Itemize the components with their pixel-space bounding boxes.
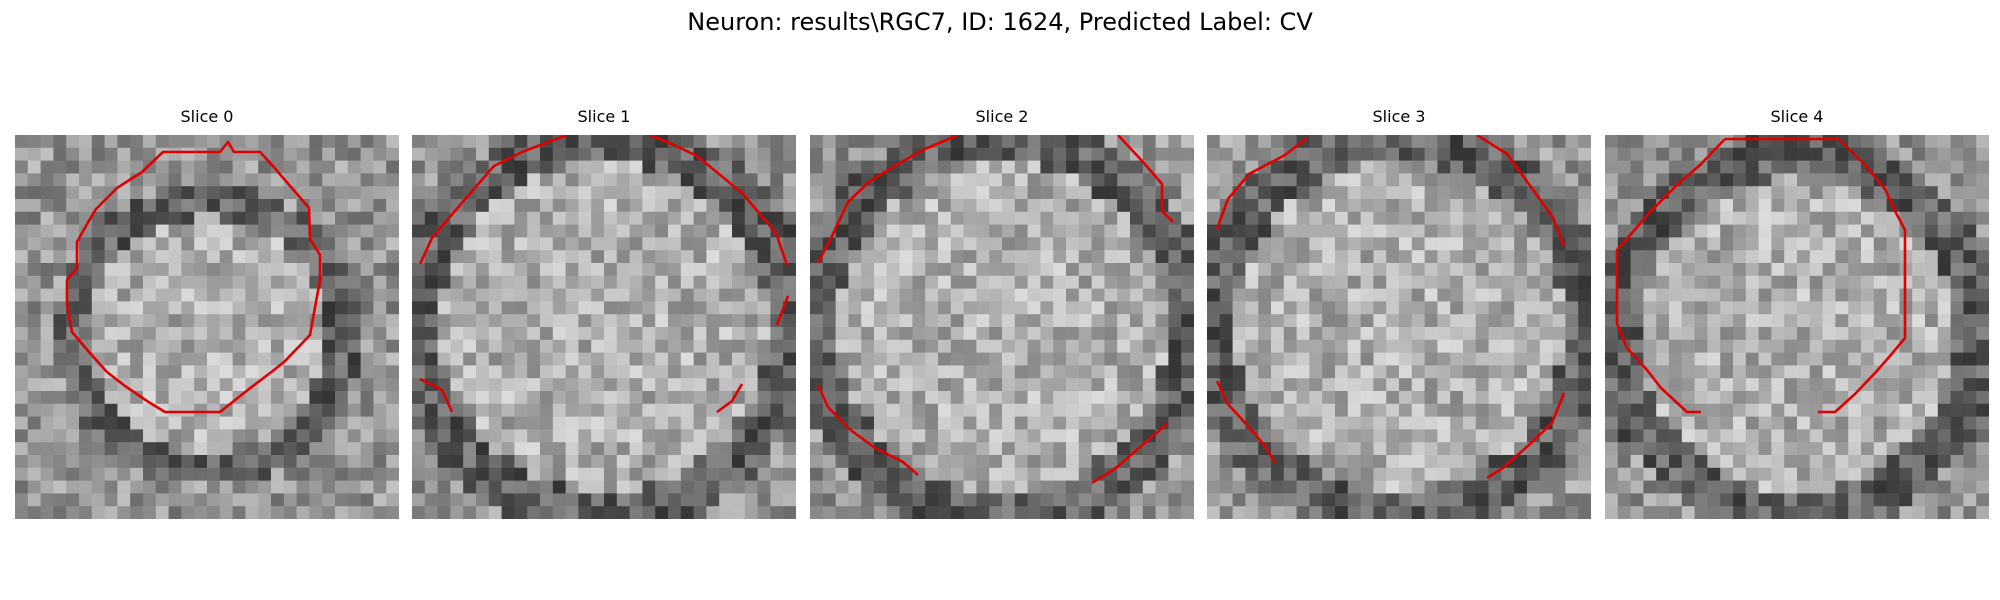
figure-title: Neuron: results\RGC7, ID: 1624, Predicte…: [687, 8, 1313, 36]
cell-outline: [816, 135, 1174, 485]
slice-image: [810, 135, 1194, 519]
slice-title: Slice 2: [975, 107, 1029, 126]
cell-outline: [1215, 135, 1566, 480]
slice-title: Slice 1: [577, 107, 631, 126]
slice-image: [15, 135, 399, 519]
cell-outline: [65, 140, 322, 414]
slice-image: [1605, 135, 1989, 519]
slice-image: [412, 135, 796, 519]
slice-title: Slice 4: [1770, 107, 1824, 126]
cell-outline: [418, 135, 790, 414]
slice-image: [1207, 135, 1591, 519]
cell-outline: [1615, 137, 1907, 414]
slice-title: Slice 0: [180, 107, 234, 126]
slice-title: Slice 3: [1372, 107, 1426, 126]
